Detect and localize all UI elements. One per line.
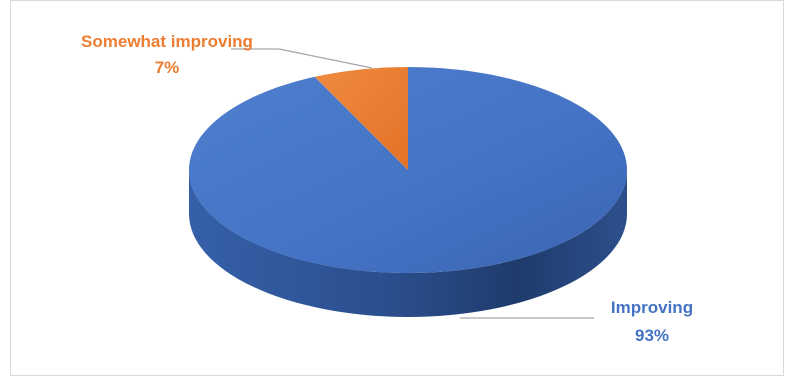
label-improving-value: 93% [635,326,669,345]
label-improving-name: Improving [611,298,693,317]
pie-side [189,170,627,317]
leader-line-somewhat-improving [231,48,373,69]
slice-improving [188,67,627,273]
label-somewhat-improving-value: 7% [155,58,180,77]
label-somewhat-improving-name: Somewhat improving [81,32,253,51]
slice-somewhat-improving [314,67,408,170]
